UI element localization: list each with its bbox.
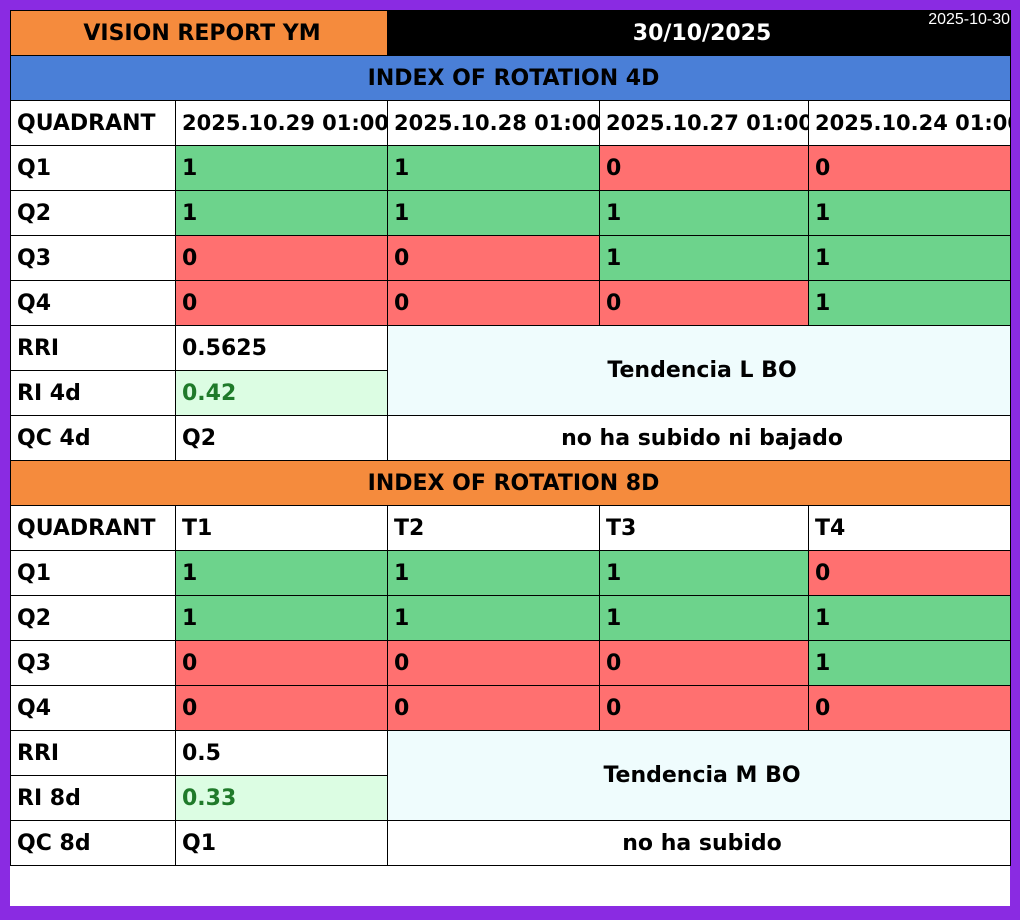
quadrant-cell: 1: [387, 190, 601, 236]
quadrant-cell: 1: [599, 190, 810, 236]
quadrant-header: QUADRANT: [10, 505, 176, 551]
qc-label: QC 4d: [10, 415, 176, 461]
quadrant-cell: 1: [599, 595, 810, 641]
quadrant-cell: 0: [387, 640, 601, 686]
quadrant-cell: 0: [599, 640, 810, 686]
qc-label: QC 8d: [10, 820, 176, 866]
column-header: T3: [599, 505, 810, 551]
ri-value: 0.42: [174, 370, 389, 416]
quadrant-cell: 0: [174, 235, 389, 281]
quadrant-cell: 1: [808, 235, 1012, 281]
quadrant-cell: 0: [599, 145, 810, 191]
quadrant-cell: 0: [174, 685, 389, 731]
quadrant-cell: 1: [387, 145, 601, 191]
table-row: Q2 1 1 1 1: [10, 190, 1012, 236]
row-label: Q2: [10, 190, 176, 236]
trend-cell: Tendencia M BO: [387, 730, 1012, 821]
table-row: Q4 0 0 0 0: [10, 685, 1012, 731]
row-label: Q3: [10, 235, 176, 281]
table-row: Q2 1 1 1 1: [10, 595, 1012, 641]
qc-value: Q2: [174, 415, 389, 461]
quadrant-cell: 0: [808, 685, 1012, 731]
quadrant-cell: 1: [387, 550, 601, 596]
table-row: Q3 0 0 0 1: [10, 640, 1012, 686]
column-header: T2: [387, 505, 601, 551]
quadrant-cell: 1: [387, 595, 601, 641]
section-8d-title-row: INDEX OF ROTATION 8D: [9, 460, 1012, 506]
table-row: Q3 0 0 1 1: [10, 235, 1012, 281]
ri-label: RI 4d: [10, 370, 176, 416]
quadrant-cell: 1: [808, 640, 1012, 686]
quadrant-cell: 1: [599, 235, 810, 281]
column-header: 2025.10.28 01:00: [387, 100, 601, 146]
qc-row: QC 8d Q1 no ha subido: [10, 820, 1012, 866]
row-label: Q2: [10, 595, 176, 641]
section-4d-title-row: INDEX OF ROTATION 4D: [9, 55, 1012, 101]
column-header: 2025.10.27 01:00: [599, 100, 810, 146]
qc-note: no ha subido ni bajado: [387, 415, 1012, 461]
table-row: Q4 0 0 0 1: [10, 280, 1012, 326]
rri-label: RRI: [10, 325, 176, 371]
quadrant-cell: 1: [808, 595, 1012, 641]
quadrant-cell: 1: [808, 280, 1012, 326]
row-label: Q3: [10, 640, 176, 686]
table-row: Q1 1 1 1 0: [10, 550, 1012, 596]
quadrant-cell: 0: [808, 145, 1012, 191]
quadrant-cell: 0: [387, 280, 601, 326]
quadrant-cell: 0: [599, 685, 810, 731]
section-4d-header-row: QUADRANT 2025.10.29 01:00 2025.10.28 01:…: [10, 100, 1012, 146]
column-header: T1: [174, 505, 389, 551]
trend-cell: Tendencia L BO: [387, 325, 1012, 416]
row-label: Q1: [10, 550, 176, 596]
column-header: 2025.10.24 01:00: [808, 100, 1012, 146]
report-title: VISION REPORT YM: [9, 10, 389, 56]
quadrant-header: QUADRANT: [10, 100, 176, 146]
quadrant-cell: 1: [174, 190, 389, 236]
rri-label: RRI: [10, 730, 176, 776]
report-frame: VISION REPORT YM 30/10/2025 2025-10-30 I…: [9, 10, 1012, 906]
qc-value: Q1: [174, 820, 389, 866]
rri-row: RRI 0.5 Tendencia M BO: [10, 730, 1012, 821]
table-row: Q1 1 1 0 0: [10, 145, 1012, 191]
quadrant-cell: 0: [174, 280, 389, 326]
quadrant-cell: 1: [599, 550, 810, 596]
quadrant-cell: 1: [174, 595, 389, 641]
section-8d-title: INDEX OF ROTATION 8D: [9, 460, 1012, 506]
column-header: 2025.10.29 01:00: [174, 100, 389, 146]
quadrant-cell: 0: [599, 280, 810, 326]
vision-report-table: VISION REPORT YM 30/10/2025 2025-10-30 I…: [9, 10, 1012, 866]
quadrant-cell: 1: [174, 550, 389, 596]
row-label: Q4: [10, 280, 176, 326]
quadrant-cell: 0: [808, 550, 1012, 596]
ri-value: 0.33: [174, 775, 389, 821]
qc-note: no ha subido: [387, 820, 1012, 866]
report-date-text: 30/10/2025: [632, 20, 772, 46]
column-header: T4: [808, 505, 1012, 551]
quadrant-cell: 1: [174, 145, 389, 191]
quadrant-cell: 1: [808, 190, 1012, 236]
section-8d-header-row: QUADRANT T1 T2 T3 T4: [10, 505, 1012, 551]
quadrant-cell: 0: [387, 685, 601, 731]
row-label: Q4: [10, 685, 176, 731]
ri-label: RI 8d: [10, 775, 176, 821]
report-date: 30/10/2025 2025-10-30: [387, 10, 1012, 56]
row-label: Q1: [10, 145, 176, 191]
rri-value: 0.5: [174, 730, 389, 776]
quadrant-cell: 0: [387, 235, 601, 281]
date-stamp: 2025-10-30: [928, 11, 1011, 29]
rri-row: RRI 0.5625 Tendencia L BO: [10, 325, 1012, 416]
section-4d-title: INDEX OF ROTATION 4D: [9, 55, 1012, 101]
report-header-row: VISION REPORT YM 30/10/2025 2025-10-30: [9, 10, 1012, 56]
quadrant-cell: 0: [174, 640, 389, 686]
rri-value: 0.5625: [174, 325, 389, 371]
qc-row: QC 4d Q2 no ha subido ni bajado: [10, 415, 1012, 461]
